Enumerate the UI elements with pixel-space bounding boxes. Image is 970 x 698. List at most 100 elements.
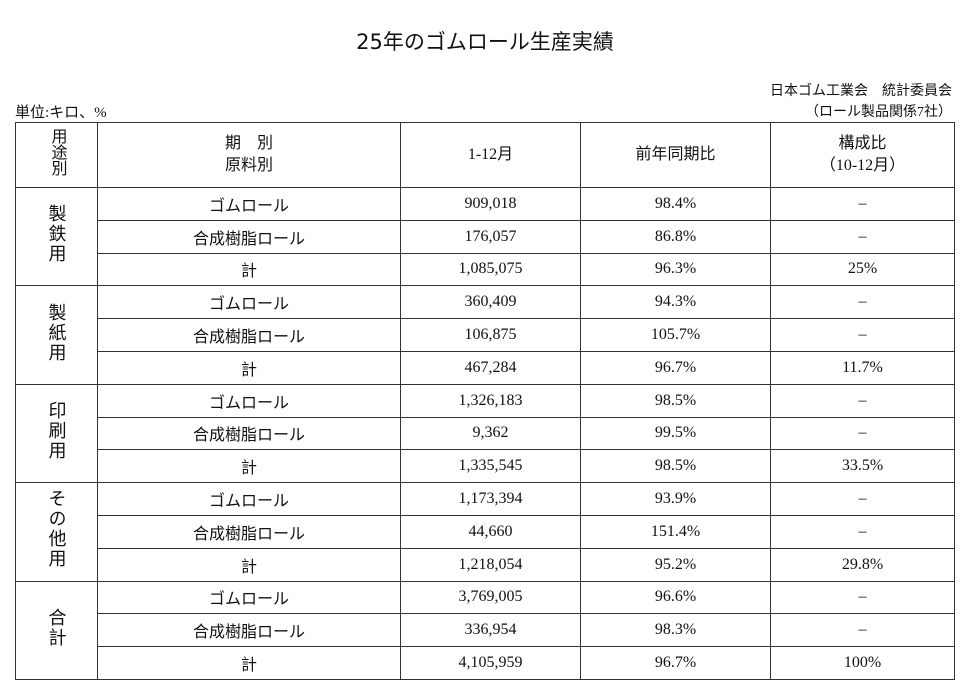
cell: 100% <box>770 646 955 680</box>
material: 計 <box>97 449 401 484</box>
cell: 25% <box>770 252 955 287</box>
group-text: 製紙用 <box>46 302 67 363</box>
cell: 1,326,183 <box>400 383 581 418</box>
cell: 29.8% <box>770 547 955 582</box>
material: 計 <box>97 547 401 582</box>
data-row: その他用 ゴムロール 1,173,394 93.9% – <box>15 482 955 582</box>
cell: – <box>770 482 955 516</box>
cell: 94.3% <box>580 285 771 320</box>
cell: 1,335,545 <box>400 449 581 484</box>
org: 日本ゴム工業会 統計委員会 <box>770 84 952 99</box>
cell: 33.5% <box>770 449 955 484</box>
data-row: 合成樹脂ロール 106,875 105.7% – <box>16 318 955 352</box>
header-text: 前年同期比 <box>635 146 716 163</box>
header-line: 期 別 <box>224 135 273 152</box>
group-text: 印刷用 <box>46 400 67 461</box>
cell: 3,769,005 <box>400 580 581 615</box>
material: 計 <box>97 252 401 287</box>
material: 計 <box>97 646 401 680</box>
cell: 106,875 <box>400 318 581 352</box>
data-row: 合計 ゴムロール 3,769,005 96.6% – <box>15 580 955 680</box>
cell: – <box>770 383 955 418</box>
cell: 44,660 <box>400 514 581 549</box>
header-row: 用途別 期 別原料別 1-12月 前年同期比 構成比 （10-12月） <box>15 122 955 188</box>
data-row: 印刷用 ゴムロール 1,326,183 98.5% – <box>15 383 955 484</box>
cell: 11.7% <box>770 350 955 385</box>
data-row: 計 1,085,075 96.3% 25% <box>16 252 955 287</box>
cell: 96.3% <box>580 252 771 287</box>
material: 合成樹脂ロール <box>97 613 401 648</box>
cell: 95.2% <box>580 547 771 582</box>
scope: （ロール製品関係7社） <box>805 105 952 120</box>
cell: 96.7% <box>580 350 771 385</box>
data-row: 合成樹脂ロール 336,954 98.3% – <box>16 613 955 648</box>
cell: 1,085,075 <box>400 252 581 287</box>
cell: 360,409 <box>400 285 581 320</box>
data-row: 計 1,218,054 95.2% 29.8% <box>16 547 955 582</box>
data-row: 合成樹脂ロール 176,057 86.8% – <box>16 219 955 254</box>
column-header: 構成比 （10-12月） <box>770 122 955 188</box>
group-label: 製紙用 <box>15 285 98 385</box>
cell: 1,218,054 <box>400 547 581 582</box>
unit: 単位:キロ、% <box>15 105 107 121</box>
table: 用途別期 別原料別 1-12月 前年同期比 構成比 （10-12月） 製鉄用 ゴムロール 9… <box>15 122 955 680</box>
cell: 151.4% <box>580 514 771 549</box>
cell: 98.4% <box>580 187 771 221</box>
cell: – <box>770 318 955 352</box>
group-label: 印刷用 <box>15 383 98 484</box>
group-label: その他用 <box>15 482 98 582</box>
cell: 336,954 <box>400 613 581 648</box>
header-line: 原料別 <box>224 157 273 174</box>
group-text: 合計 <box>46 607 67 648</box>
material: 合成樹脂ロール <box>97 514 401 549</box>
cell: 98.5% <box>580 449 771 484</box>
cell: 98.5% <box>580 383 771 418</box>
cell: – <box>770 514 955 549</box>
column-header: 用途別 <box>15 122 98 188</box>
cell: – <box>770 580 955 615</box>
cell: 909,018 <box>400 187 581 221</box>
group-text: 製鉄用 <box>46 204 67 265</box>
data-row: 製紙用 ゴムロール 360,409 94.3% – <box>15 285 955 385</box>
material: ゴムロール <box>97 383 401 418</box>
material: ゴムロール <box>97 187 401 221</box>
group-label: 合計 <box>15 580 98 680</box>
title: 25年のゴムロール生産実績 <box>356 30 614 54</box>
cell: 4,105,959 <box>400 646 581 680</box>
data-row: 合成樹脂ロール 9,362 99.5% – <box>16 416 955 451</box>
cell: – <box>770 613 955 648</box>
data-row: 合成樹脂ロール 44,660 151.4% – <box>16 514 955 549</box>
data-row: 製鉄用 ゴムロール 909,018 98.4% – <box>15 186 955 287</box>
cell: 9,362 <box>400 416 581 451</box>
material: 合成樹脂ロール <box>97 219 401 254</box>
cell: 86.8% <box>580 219 771 254</box>
group-label: 製鉄用 <box>15 186 98 287</box>
table-body: 製鉄用 ゴムロール 909,018 98.4% – 合成樹脂ロール 176,057 86.8%… <box>15 186 955 680</box>
column-header: 前年同期比 <box>580 122 771 188</box>
material: 合成樹脂ロール <box>97 416 401 451</box>
cell: 96.7% <box>580 646 771 680</box>
cell: – <box>770 285 955 320</box>
cell: 93.9% <box>580 482 771 516</box>
cell: 105.7% <box>580 318 771 352</box>
cell: 96.6% <box>580 580 771 615</box>
group-text: その他用 <box>46 489 67 570</box>
header-text: 用途別 <box>48 127 66 176</box>
material: ゴムロール <box>97 580 401 615</box>
material: 計 <box>97 350 401 385</box>
column-header: 期 別原料別 <box>97 122 401 188</box>
cell: – <box>770 416 955 451</box>
header-line: 構成比 <box>838 135 887 152</box>
header-line: （10-12月） <box>819 157 906 174</box>
material: 合成樹脂ロール <box>97 318 401 352</box>
cell: 176,057 <box>400 219 581 254</box>
data-row: 計 4,105,959 96.7% 100% <box>16 646 955 680</box>
cell: 99.5% <box>580 416 771 451</box>
data-row: 計 467,284 96.7% 11.7% <box>16 350 955 385</box>
cell: – <box>770 219 955 254</box>
cell: – <box>770 187 955 221</box>
data-row: 計 1,335,545 98.5% 33.5% <box>16 449 955 484</box>
cell: 98.3% <box>580 613 771 648</box>
header-text: 1-12月 <box>467 146 514 163</box>
